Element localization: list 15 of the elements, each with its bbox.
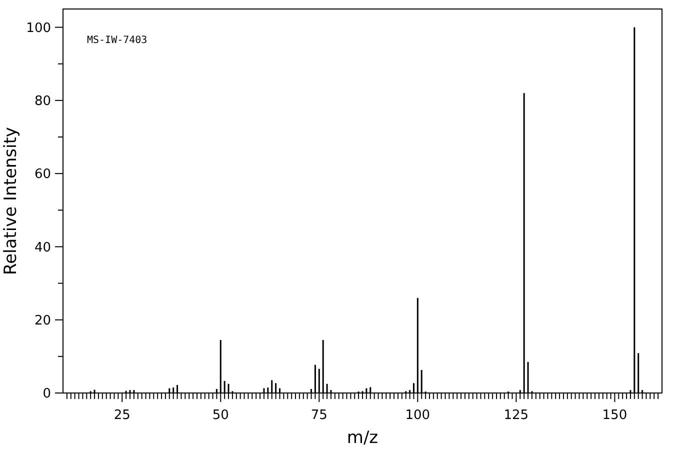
x-tick-label: 100 [405,408,430,423]
x-tick-label: 75 [310,408,328,423]
x-tick-label: 25 [114,408,130,423]
y-tick-label: 80 [34,94,51,109]
x-tick-label: 150 [602,408,628,423]
y-tick-label: 40 [34,240,51,256]
x-tick-label: 125 [504,408,529,423]
x-axis-title: m/z [346,428,378,448]
x-tick-label: 50 [212,408,229,423]
y-tick-label: 20 [34,313,51,328]
y-axis-title: Relative Intensity [1,127,21,275]
y-tick-label: 60 [34,167,51,182]
annotation: MS-IW-7403 [87,35,148,46]
y-tick-label: 0 [42,386,51,402]
y-tick-label: 100 [26,20,51,36]
